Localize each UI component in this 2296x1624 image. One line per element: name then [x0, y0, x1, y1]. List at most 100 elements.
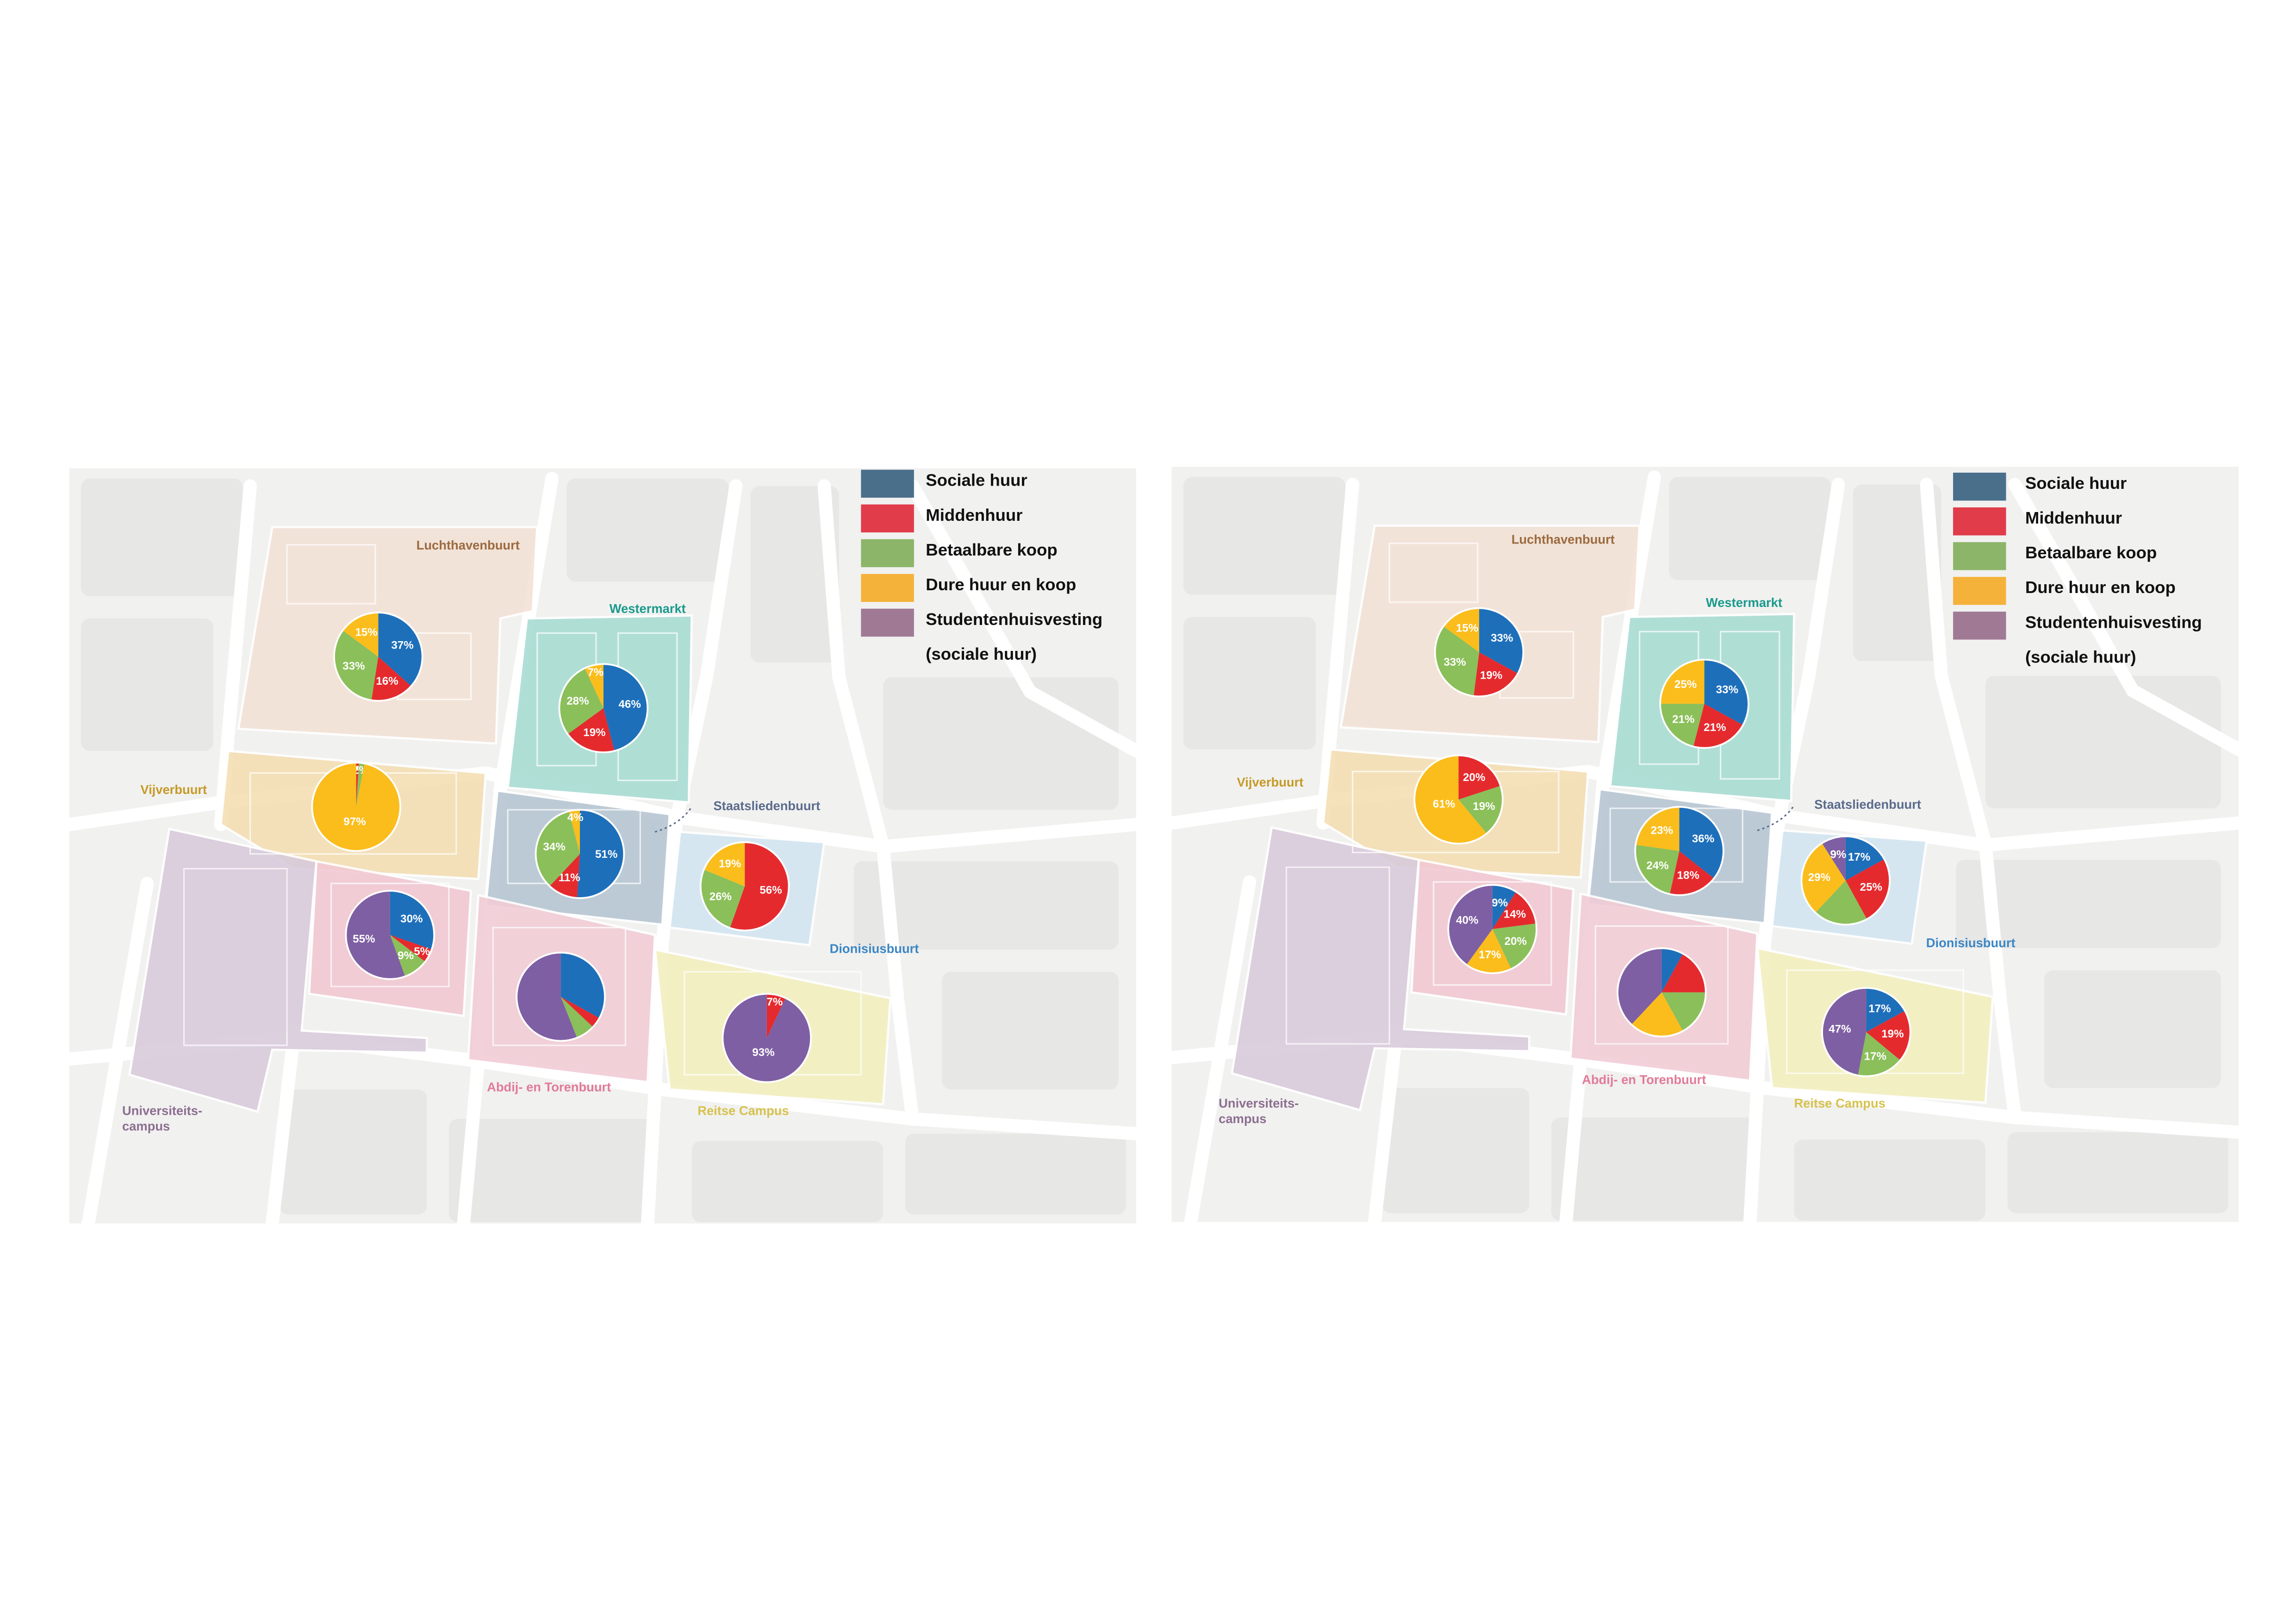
- pie: 9%14% 20% 17% 40%: [1447, 884, 1537, 974]
- pie-label: 15%: [1456, 622, 1478, 634]
- pie-label: 34%: [543, 841, 565, 853]
- pie-slice: [1458, 755, 1501, 800]
- pie-label: 51%: [595, 848, 617, 861]
- legend-swatch: [861, 539, 914, 568]
- pie-slice: [390, 935, 432, 962]
- area-label: Universiteits-: [1219, 1096, 1299, 1110]
- pie: 17% 25% 29%9%: [1800, 835, 1891, 926]
- pie-label: 17%: [1479, 949, 1501, 961]
- pie-slice: [1466, 929, 1512, 974]
- pie-slice: [1636, 806, 1680, 851]
- area-label: Vijverbuurt: [140, 782, 207, 797]
- pie-label: 11%: [559, 872, 580, 884]
- pie-outline: [699, 841, 790, 931]
- legend-label: (sociale huur): [2025, 647, 2136, 666]
- pie: 56% 26% 19%: [699, 841, 790, 931]
- area-label: Abdij- en Torenbuurt: [487, 1080, 611, 1094]
- area-label: Reitse Campus: [697, 1103, 789, 1118]
- pie-label: 33%: [342, 660, 365, 673]
- pie-label: 46%: [618, 698, 641, 711]
- pie: 51% 11% 34% 4%: [535, 809, 625, 899]
- area-label: Dionisiusbuurt: [830, 942, 919, 956]
- pie-label: 24%: [1646, 859, 1668, 872]
- pie-label: 18%: [1677, 869, 1699, 882]
- pie: [516, 951, 606, 1042]
- pie-outline: [1617, 947, 1707, 1037]
- pie: 37% 16% 33% 15%: [333, 612, 423, 702]
- pie-slice: [1435, 626, 1480, 696]
- pie: 7% 93%: [722, 993, 812, 1083]
- pie-label: 21%: [1704, 721, 1726, 734]
- pie-label: 17%: [1868, 1003, 1891, 1015]
- legend-label: Dure huur en koop: [926, 575, 1076, 594]
- pie-slice: [703, 842, 745, 887]
- pie-label: 4%: [567, 811, 584, 824]
- pie-slice: [1801, 843, 1846, 913]
- pie: 36% 18% 24% 23%: [1634, 806, 1724, 896]
- area-label: Westermarkt: [610, 601, 686, 616]
- pie-slice: [516, 952, 577, 1041]
- pie-label: 17%: [1864, 1050, 1886, 1063]
- pie-outline: [1434, 607, 1524, 698]
- pie-label: 19%: [1473, 800, 1495, 812]
- pie-outline: [1447, 884, 1537, 974]
- area-label: Luchthavenbuurt: [1512, 532, 1615, 546]
- pie-slice: [569, 810, 580, 854]
- pie-label: 20%: [1505, 935, 1527, 948]
- pie-label: 28%: [566, 695, 589, 707]
- pie-slice: [1617, 948, 1662, 1025]
- pie-slice: [577, 810, 624, 899]
- pie: 30%5%9%55%: [345, 890, 436, 980]
- legend-label: Middenhuur: [2025, 508, 2122, 527]
- pie-label: 61%: [1433, 798, 1455, 811]
- area-label: Universiteits-: [122, 1103, 202, 1118]
- pie: 1%2%97%: [311, 762, 401, 852]
- pie: 20% 19% 61%: [1413, 754, 1504, 845]
- pie-slice: [1492, 885, 1516, 929]
- legend-swatch: [1953, 577, 2006, 605]
- pie-slice: [535, 811, 580, 887]
- pie-slice: [567, 708, 615, 753]
- pie-slice: [1458, 786, 1503, 834]
- legend-label: Studentenhuisvesting: [2025, 612, 2202, 631]
- pie-label: 36%: [1692, 833, 1714, 845]
- pie-label: 7%: [766, 996, 783, 1008]
- legend-label: Middenhuur: [926, 506, 1022, 525]
- legend-label: Sociale huur: [926, 471, 1027, 490]
- legend-swatch: [861, 574, 914, 602]
- pie-slice: [560, 997, 593, 1038]
- area-label: Staatsliedenbuurt: [713, 799, 820, 813]
- pie-outline: [1659, 658, 1749, 749]
- pie-slice: [346, 891, 405, 979]
- pie-outline: [345, 890, 436, 980]
- pie-slice: [390, 891, 435, 949]
- pie-slice: [312, 762, 400, 851]
- pie-slice: [1631, 992, 1683, 1037]
- pie-label: 9%: [1492, 897, 1508, 909]
- pie-slice: [1660, 704, 1705, 747]
- pie-slice: [1479, 608, 1524, 674]
- legend-swatch: [1953, 472, 2006, 501]
- pie-slice: [585, 664, 604, 708]
- pie-slice: [1866, 1011, 1910, 1061]
- pie: 33% 19% 33% 15%: [1434, 607, 1524, 698]
- pie-slice: [1661, 948, 1683, 993]
- pie-outline: [722, 993, 812, 1083]
- pie-slice: [356, 762, 365, 807]
- pie-slice: [342, 612, 379, 657]
- pie-slice: [371, 656, 411, 701]
- legend-swatch: [1953, 507, 2006, 536]
- pie-label: 21%: [1672, 713, 1694, 726]
- pie-label: 33%: [1444, 656, 1466, 668]
- pie-slice: [1669, 851, 1714, 895]
- pie-outline: [1800, 835, 1891, 926]
- pie-outline: [311, 762, 401, 852]
- pie-outline: [333, 612, 423, 702]
- pie-label: 19%: [583, 726, 605, 739]
- legend-swatch: [861, 504, 914, 533]
- legend-label: Sociale huur: [2025, 474, 2127, 493]
- pie-slice: [1414, 755, 1487, 844]
- pie-label: 7%: [587, 666, 604, 679]
- area-label: Dionisiusbuurt: [1926, 936, 2016, 950]
